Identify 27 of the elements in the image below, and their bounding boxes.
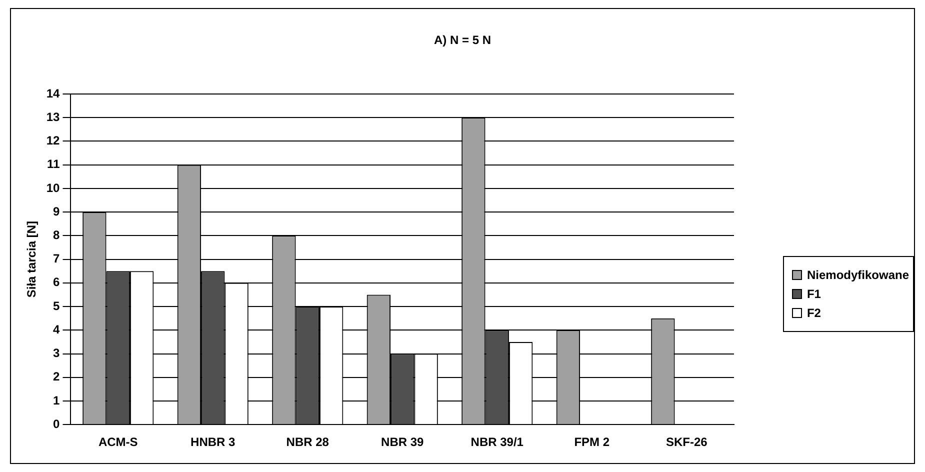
y-tick-label: 3 bbox=[53, 346, 60, 360]
text: F2 bbox=[806, 306, 821, 320]
x-tick-label: SKF-26 bbox=[666, 435, 708, 450]
x-tick-label: NBR 28 bbox=[286, 435, 330, 450]
y-tick-label: 12 bbox=[46, 134, 60, 148]
x-tick-label: NBR 39 bbox=[381, 435, 424, 450]
x-tick-label: FPM 2 bbox=[574, 435, 610, 450]
x-tick-label: ACM-S bbox=[98, 435, 138, 450]
y-tick-label: 1 bbox=[53, 393, 60, 408]
y-tick-label: 6 bbox=[53, 275, 60, 290]
x-tick-label: HNBR 3 bbox=[190, 435, 236, 450]
legend-label: Niemodyfikowane bbox=[806, 268, 909, 282]
y-tick-label: 13 bbox=[46, 110, 60, 124]
y-tick-label: 9 bbox=[53, 204, 60, 218]
y-axis-title: Siła tarcia [N] bbox=[24, 220, 39, 298]
y-tick-label: 5 bbox=[53, 298, 60, 313]
legend-label: F1 bbox=[806, 287, 821, 301]
y-tick-label: 10 bbox=[46, 180, 60, 195]
x-tick-label: NBR 39/1 bbox=[470, 435, 524, 450]
y-tick-label: 14 bbox=[46, 86, 60, 100]
y-tick-label: 4 bbox=[53, 322, 60, 336]
y-tick-label: 11 bbox=[47, 157, 60, 172]
y-tick-label: 8 bbox=[53, 228, 60, 242]
y-tick-label: 0 bbox=[53, 416, 60, 431]
chart-title: A) N = 5 N bbox=[432, 33, 492, 47]
y-tick-label: 2 bbox=[53, 370, 60, 384]
y-tick-label: 7 bbox=[53, 252, 60, 266]
